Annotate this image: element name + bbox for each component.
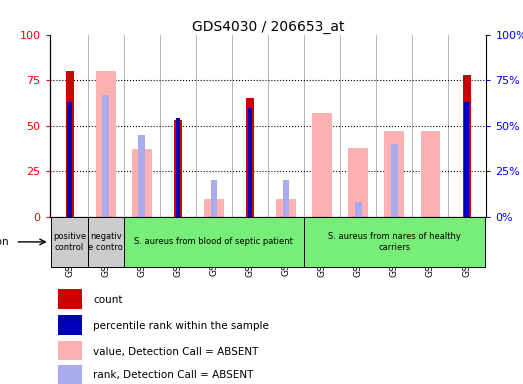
- Bar: [174, 120, 182, 217]
- Bar: [464, 102, 469, 217]
- Bar: [103, 95, 109, 217]
- Bar: [462, 75, 471, 217]
- Bar: [304, 217, 485, 267]
- Bar: [246, 98, 254, 217]
- Bar: [139, 135, 145, 217]
- Bar: [65, 71, 74, 217]
- Bar: [132, 149, 152, 217]
- Text: negativ
e contro: negativ e contro: [88, 232, 123, 252]
- Bar: [348, 148, 368, 217]
- Bar: [384, 131, 404, 217]
- Bar: [176, 119, 180, 217]
- Bar: [420, 131, 440, 217]
- Bar: [276, 199, 296, 217]
- Bar: [51, 217, 87, 267]
- Text: percentile rank within the sample: percentile rank within the sample: [93, 321, 269, 331]
- Bar: [96, 71, 116, 217]
- Title: GDS4030 / 206653_at: GDS4030 / 206653_at: [192, 20, 344, 33]
- Bar: [248, 108, 252, 217]
- Bar: [123, 217, 304, 267]
- Text: S. aureus from blood of septic patient: S. aureus from blood of septic patient: [134, 237, 293, 247]
- Bar: [355, 202, 361, 217]
- Bar: [59, 290, 83, 309]
- Bar: [67, 102, 72, 217]
- Text: infection: infection: [0, 237, 8, 247]
- Bar: [59, 315, 83, 334]
- Text: rank, Detection Call = ABSENT: rank, Detection Call = ABSENT: [93, 371, 254, 381]
- Bar: [312, 113, 332, 217]
- Text: S. aureus from nares of healthy
carriers: S. aureus from nares of healthy carriers: [328, 232, 461, 252]
- Text: value, Detection Call = ABSENT: value, Detection Call = ABSENT: [93, 347, 259, 357]
- Bar: [59, 341, 83, 360]
- Bar: [391, 144, 397, 217]
- Bar: [87, 217, 123, 267]
- Bar: [59, 365, 83, 384]
- Bar: [283, 180, 289, 217]
- Bar: [211, 180, 217, 217]
- Text: count: count: [93, 295, 123, 305]
- Bar: [204, 199, 224, 217]
- Text: positive
control: positive control: [53, 232, 86, 252]
